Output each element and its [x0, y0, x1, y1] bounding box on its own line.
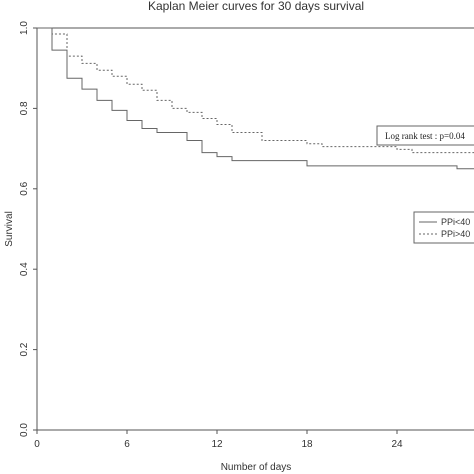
log-rank-annotation: Log rank test : p=0.04 — [385, 131, 465, 141]
y-tick-label: 1.0 — [19, 21, 30, 35]
annotation-box: Log rank test : p=0.04 — [376, 125, 474, 146]
x-axis: 0612182430 — [34, 430, 403, 450]
x-tick-label: 24 — [391, 439, 403, 450]
x-tick-label: 18 — [301, 439, 313, 450]
x-axis-label: Number of days — [221, 462, 292, 473]
y-tick-label: 0.4 — [19, 262, 30, 276]
series-layer — [37, 27, 474, 170]
y-axis: 0.0 0.2 0.4 0.6 0.8 1.0 — [19, 21, 37, 437]
y-axis-label: Survival — [4, 211, 15, 247]
legend-label-ppi-lt-40: PPi<40 — [441, 217, 470, 227]
legend: PPi<40 PPi>40 — [413, 211, 474, 244]
series-line-ppi-lt-40 — [37, 27, 474, 170]
x-tick-label: 0 — [34, 439, 40, 450]
plot-area — [36, 27, 474, 431]
y-tick-label: 0.8 — [19, 101, 30, 115]
series-line-ppi-gt-40 — [37, 27, 474, 154]
y-tick-label: 0.2 — [19, 342, 30, 356]
chart-title: Kaplan Meier curves for 30 days survival — [148, 0, 364, 13]
x-tick-label: 6 — [124, 439, 130, 450]
y-tick-label: 0.0 — [19, 423, 30, 437]
y-tick-label: 0.6 — [19, 181, 30, 195]
x-tick-label: 12 — [211, 439, 223, 450]
legend-label-ppi-gt-40: PPi>40 — [441, 229, 470, 239]
